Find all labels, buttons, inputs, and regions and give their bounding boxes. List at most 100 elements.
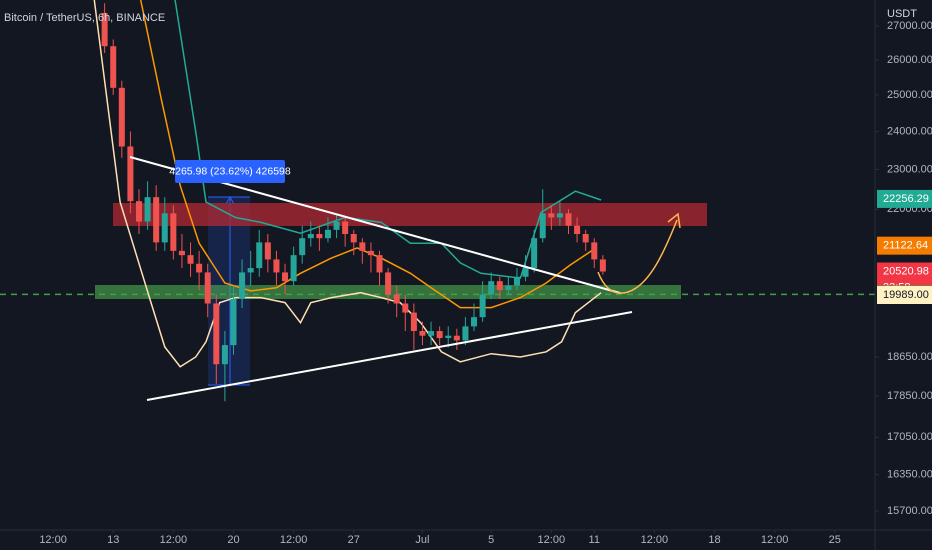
candle-body bbox=[204, 272, 211, 304]
candle-body bbox=[591, 242, 598, 260]
y-tick-label: 25000.00 bbox=[887, 89, 932, 101]
y-tick-label: 16350.00 bbox=[887, 469, 932, 481]
price-label: 21122.64 bbox=[883, 240, 928, 252]
x-tick-label: 12:00 bbox=[160, 534, 188, 546]
candle-body bbox=[316, 233, 323, 239]
x-tick-label: 27 bbox=[348, 534, 360, 546]
candle-body bbox=[221, 345, 228, 365]
axes: 27000.00 26000.00 25000.00 24000.00 23000.00… bbox=[39, 20, 932, 546]
projection bbox=[597, 219, 678, 294]
candle-body bbox=[213, 303, 220, 365]
candle-body bbox=[118, 87, 125, 147]
y-tick-label: 17050.00 bbox=[887, 431, 932, 443]
x-tick-label: 12:00 bbox=[39, 534, 67, 546]
price-label: 20520.98 bbox=[883, 265, 929, 277]
indicator-line bbox=[139, 0, 597, 309]
candle-body bbox=[161, 213, 168, 243]
y-tick-label: 17850.00 bbox=[887, 390, 932, 402]
candle-body bbox=[359, 242, 366, 251]
x-tick-label: 13 bbox=[107, 534, 119, 546]
indicator-line bbox=[93, 0, 602, 368]
x-tick-label: 12:00 bbox=[761, 534, 789, 546]
candle-body bbox=[462, 326, 469, 341]
x-tick-label: 25 bbox=[829, 534, 841, 546]
candle-body bbox=[539, 213, 546, 239]
x-tick-label: Jul bbox=[415, 534, 429, 546]
x-tick-label: 18 bbox=[708, 534, 720, 546]
candle-body bbox=[565, 213, 572, 226]
candles bbox=[101, 3, 606, 402]
candle-body bbox=[256, 242, 263, 269]
x-tick-label: 5 bbox=[488, 534, 494, 546]
candle-body bbox=[127, 146, 134, 202]
projection-arrowhead bbox=[667, 212, 681, 229]
candle-body bbox=[556, 213, 563, 218]
candle-body bbox=[110, 46, 117, 88]
y-tick-label: 26000.00 bbox=[887, 54, 932, 66]
x-tick-label: 20 bbox=[227, 534, 239, 546]
currency: USDT bbox=[887, 8, 917, 20]
candle-body bbox=[453, 335, 460, 341]
candle-body bbox=[385, 272, 392, 295]
x-tick-label: 11 bbox=[589, 534, 600, 546]
candle-body bbox=[402, 303, 409, 313]
candle-body bbox=[170, 213, 177, 251]
candle-body bbox=[471, 317, 478, 327]
candle-body bbox=[144, 197, 151, 222]
price-label-box bbox=[877, 286, 932, 305]
candle-body bbox=[531, 238, 538, 269]
candle-body bbox=[307, 233, 314, 239]
candle-body bbox=[178, 250, 185, 256]
candle-body bbox=[101, 12, 108, 47]
candle-body bbox=[324, 229, 331, 239]
candle-body bbox=[290, 255, 297, 282]
candle-body bbox=[410, 312, 417, 332]
candle-body bbox=[196, 263, 203, 273]
candle-body bbox=[376, 255, 383, 273]
candle-body bbox=[479, 294, 486, 318]
candle-body bbox=[282, 272, 289, 282]
candle-body bbox=[299, 238, 306, 256]
x-tick-label: 12:00 bbox=[280, 534, 308, 546]
candle-body bbox=[574, 225, 581, 234]
candle-body bbox=[488, 281, 495, 295]
candle-body bbox=[419, 331, 426, 336]
resistance-zone bbox=[113, 203, 707, 226]
candle-body bbox=[522, 268, 529, 277]
trendline-lower bbox=[146, 311, 633, 401]
candle-body bbox=[135, 201, 142, 222]
price-label-box bbox=[877, 189, 932, 208]
y-tick-label: 23000.00 bbox=[887, 163, 932, 175]
candle-body bbox=[342, 221, 349, 234]
price-label: 19989.00 bbox=[883, 289, 929, 301]
candle-body bbox=[445, 335, 452, 339]
candle-body bbox=[350, 233, 357, 243]
price-label: 22256.29 bbox=[883, 193, 929, 205]
price-label-box bbox=[877, 236, 932, 255]
y-tick-label: 27000.00 bbox=[887, 20, 932, 32]
candle-body bbox=[599, 259, 606, 272]
y-tick-label: 24000.00 bbox=[887, 125, 932, 137]
measure-box bbox=[175, 160, 285, 183]
candle-body bbox=[367, 250, 374, 256]
candle-body bbox=[153, 197, 160, 243]
candle-body bbox=[548, 213, 555, 218]
candle-body bbox=[428, 331, 435, 336]
candle-body bbox=[247, 268, 254, 273]
candle-body bbox=[273, 259, 280, 273]
candle-body bbox=[496, 281, 503, 291]
candle-body bbox=[393, 294, 400, 304]
y-tick-label: 15700.00 bbox=[887, 505, 932, 517]
candle-body bbox=[436, 331, 443, 339]
candle-body bbox=[333, 221, 340, 230]
candle-body bbox=[264, 242, 271, 260]
candle-body bbox=[505, 285, 512, 291]
measure-label: 4265.98 (23.62%) 426598 bbox=[169, 165, 291, 177]
candle-body bbox=[187, 255, 194, 264]
candle-body bbox=[582, 233, 589, 243]
chart-title: Bitcoin / TetherUS, 6h, BINANCE bbox=[4, 12, 165, 24]
candle-body bbox=[230, 298, 237, 346]
y-tick-label: 18650.00 bbox=[887, 351, 932, 363]
drawings-over: 4265.98 (23.62%) 426598 bbox=[129, 156, 681, 401]
